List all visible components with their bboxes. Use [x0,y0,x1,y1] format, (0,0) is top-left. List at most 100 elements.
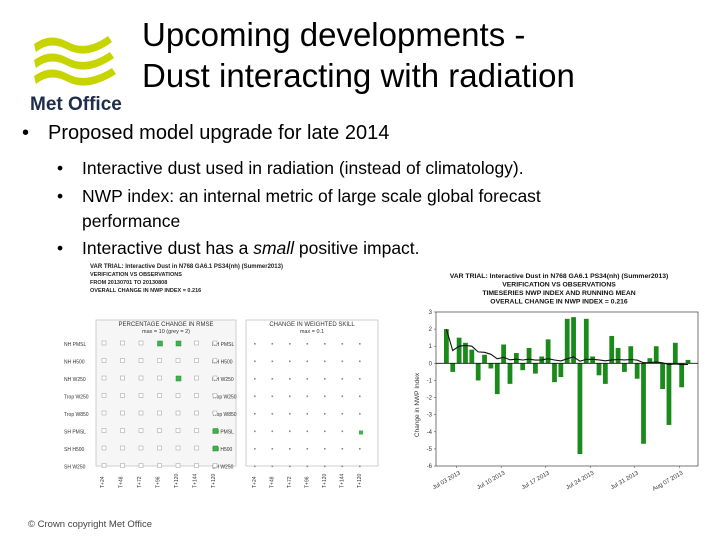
scorecard-row-label: SH W250 [212,465,234,471]
scorecard-cell [157,375,162,381]
sub-bullet-3-emphasis: small [253,238,295,258]
scorecard-cell [101,428,107,433]
skill-cell [271,413,274,415]
skill-col-label: T+48 [270,476,276,488]
scorecard-col-label: T+96 [156,476,162,488]
running-mean-line [445,328,689,366]
scorecard-row-label: NH W250 [212,377,234,383]
skill-cell [271,360,274,363]
bar [596,363,602,376]
skill-cell [254,465,256,468]
sub-bullet-1: • Interactive dust used in radiation (ins… [57,156,697,181]
scorecard-col-label: T+120 [174,473,180,488]
scorecard-row-label: SH W250 [64,465,86,471]
skill-cell [306,448,309,450]
scorecard-header-line: VAR TRIAL: Interactive Dust in N768 GA6.… [90,264,283,270]
skill-cell [324,430,326,433]
scorecard-header: VAR TRIAL: Interactive Dust in N768 GA6.… [90,264,283,294]
scorecard-cell [120,358,125,363]
logo-text: Met Office [30,94,122,115]
skill-cell [289,413,291,415]
skill-cell [289,395,291,398]
scorecard-cell [212,358,218,363]
scorecard-cell [175,445,181,451]
skill-cell [306,360,309,363]
skill-cell [254,430,256,433]
scorecard-cell [120,410,125,416]
skill-cell [289,378,291,380]
scorecard-cell [120,428,125,433]
scorecard-row-label: Trop W850 [64,412,89,418]
scorecard-cell [175,463,181,468]
bar [545,339,551,364]
skill-cell [359,378,361,380]
bar [615,347,621,364]
scorecard-cell [194,358,199,363]
scorecard-col-label: T+72 [137,476,143,488]
y-tick-label: -4 [427,430,433,436]
scorecard-cell [101,463,107,468]
bar [552,363,557,383]
y-axis-label: Change in NWP Index [414,372,421,437]
copyright-footer: © Crown copyright Met Office [28,519,153,530]
bar [533,363,538,374]
scorecard-cell [138,393,144,398]
y-tick-label: 3 [429,310,433,316]
scorecard-cell [157,340,163,347]
bar [463,342,468,364]
scorecard-col-label: T+120 [211,473,217,488]
y-tick-label: -6 [427,464,433,470]
bar [558,363,564,378]
bar [653,346,659,364]
skill-cell [289,360,291,363]
skill-cell [306,430,309,433]
bar [685,359,691,364]
bar [482,354,487,364]
skill-cell [254,378,256,380]
scorecard-cell [175,410,181,416]
scorecard-col-label: T+24 [100,476,106,488]
scorecard-panel-a [95,319,237,467]
scorecard-cell [157,445,162,451]
scorecard-row-label: SH H500 [212,447,233,453]
x-axis-ticks: Jul 03 2013 Jul 10 2013 Jul 17 2013 Jul 24 … [432,466,685,493]
scorecard-row-label: Trop W250 [212,395,237,401]
scorecard-row-label: NH W250 [64,377,86,383]
panel-a-subtitle: max = 10 (grey = 2) [142,329,190,335]
scorecard-cell [157,463,162,468]
y-tick-label: -3 [427,413,433,419]
x-tick-label: Jul 10 2013 [476,470,506,491]
scorecard-row-label: NH PMSL [212,342,234,348]
chart-title-line: TIMESERIES NWP INDEX AND RUNNING MEAN [482,290,635,297]
y-tick-label: 0 [429,361,433,367]
skill-cell [324,343,326,345]
skill-cell [359,413,361,415]
bar-series [444,317,691,455]
skill-cell [341,378,344,380]
bar [571,317,576,364]
scorecard-cell [101,410,107,416]
bullet-main: • Proposed model upgrade for late 2014 [22,122,702,145]
scorecard-cell [212,393,218,398]
sub-bullet-2-text-line1: NWP index: an internal metric of large s… [82,186,541,206]
bar [469,349,475,364]
bar [590,356,596,364]
bar [628,346,634,364]
scorecard-row-label: SH H500 [64,447,85,453]
scorecard-cell [157,428,162,433]
bar [513,353,519,364]
scorecard-cell [138,428,144,433]
bar [583,318,589,364]
skill-cell [254,413,256,415]
bullet-marker: • [57,238,64,258]
scorecard-cell [194,445,199,451]
scorecard-cell [101,375,107,381]
scorecard-cell [175,340,182,347]
scorecard-cell [138,375,144,381]
scorecard-cell [212,463,218,468]
skill-cell [254,360,256,363]
scorecard-cell [138,463,144,468]
scorecard-row-label: Trop W850 [212,412,237,418]
panel-b-subtitle: max = 0.1 [300,329,324,335]
bullet-marker: • [57,158,64,178]
